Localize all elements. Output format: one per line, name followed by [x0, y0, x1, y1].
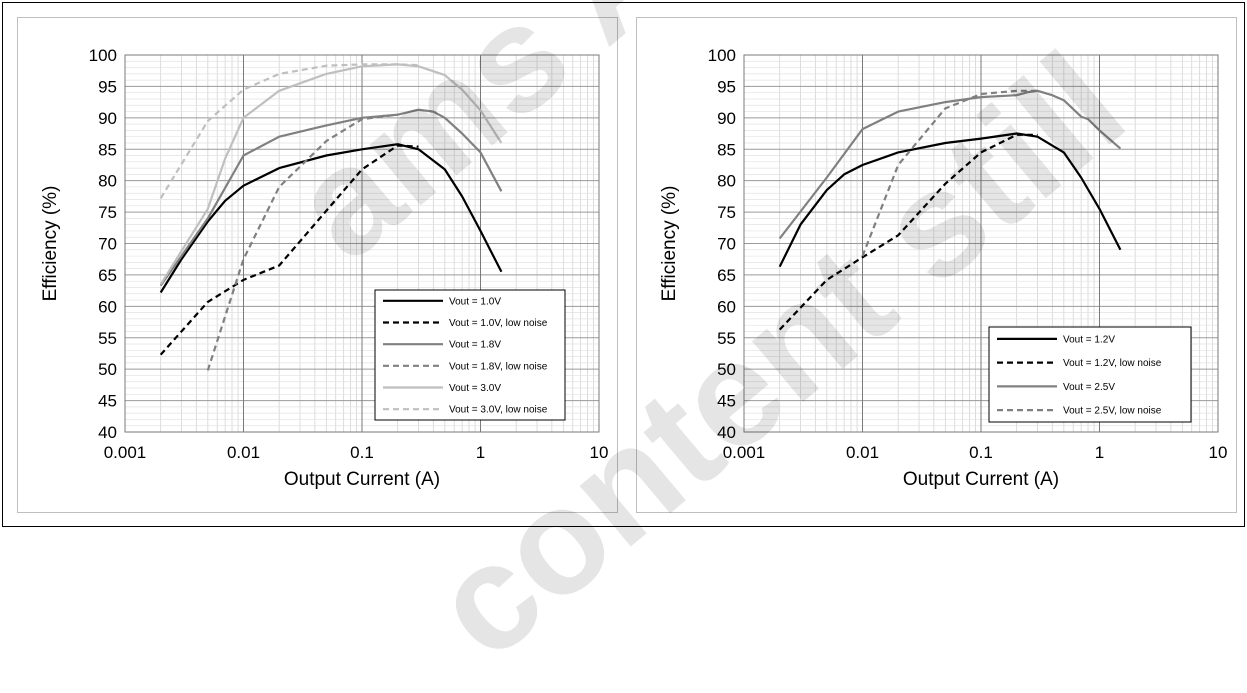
legend: Vout = 1.0V Vout = 1.0V, low noise Vout = …	[374, 289, 566, 421]
y-tick-label: 75	[717, 203, 736, 222]
y-tick-label: 50	[717, 360, 736, 379]
legend-label: Vout = 2.5V, low noise	[1063, 406, 1162, 417]
chart-left: 40 45 50 55 60 65 70 75 80 85 90 95 100 0.001 0.01 0.1 1…	[40, 46, 609, 490]
series-line	[861, 89, 1038, 257]
y-tick-label: 90	[717, 109, 736, 128]
series-group	[159, 63, 503, 371]
x-tick-label: 10	[590, 443, 609, 462]
y-tick-label: 60	[717, 297, 736, 316]
legend-label: Vout = 3.0V, low noise	[449, 405, 548, 416]
y-tick-label: 100	[708, 46, 736, 65]
y-tick-label: 65	[717, 266, 736, 285]
series-line	[159, 143, 503, 294]
x-axis-title: Output Current (A)	[284, 469, 440, 490]
legend-label: Vout = 1.0V	[449, 296, 501, 307]
chart-panel-left: 40 45 50 55 60 65 70 75 80 85 90 95 100 0.001 0.01 0.1 1…	[17, 17, 618, 513]
x-tick-label: 0.1	[969, 443, 993, 462]
y-tick-label: 40	[717, 423, 736, 442]
plot-area-border	[743, 54, 1219, 433]
series-line	[778, 133, 1038, 331]
y-axis-title: Efficiency (%)	[659, 186, 680, 302]
x-tick-label: 0.01	[227, 443, 260, 462]
y-axis-title: Efficiency (%)	[40, 186, 61, 302]
y-tick-label: 95	[717, 77, 736, 96]
x-tick-label: 1	[476, 443, 485, 462]
figure-frame: 40 45 50 55 60 65 70 75 80 85 90 95 100 0.001 0.01 0.1 1…	[2, 2, 1245, 527]
x-tick-label: 0.01	[846, 443, 879, 462]
y-tick-label: 65	[98, 266, 117, 285]
y-tick-label: 100	[89, 46, 117, 65]
y-tick-label: 80	[717, 172, 736, 191]
series-line	[159, 63, 503, 285]
chart-panel-right: 40 45 50 55 60 65 70 75 80 85 90 95 100 0.001 0.01 0.1 1…	[636, 17, 1237, 513]
legend-label: Vout = 1.2V, low noise	[1063, 358, 1162, 369]
legend-label: Vout = 3.0V	[449, 383, 501, 394]
y-tick-label: 55	[98, 329, 117, 348]
y-tick-label: 80	[98, 172, 117, 191]
legend-label: Vout = 2.5V	[1063, 382, 1115, 393]
y-tick-label: 45	[717, 392, 736, 411]
y-tick-label: 75	[98, 203, 117, 222]
series-line	[159, 144, 419, 356]
y-tick-label: 95	[98, 77, 117, 96]
y-tick-label: 55	[717, 329, 736, 348]
y-tick-label: 70	[717, 235, 736, 254]
y-tick-label: 90	[98, 109, 117, 128]
legend-label: Vout = 1.2V	[1063, 334, 1115, 345]
y-tick-label: 45	[98, 392, 117, 411]
series-line	[778, 89, 1122, 240]
legend-label: Vout = 1.8V, low noise	[449, 361, 548, 372]
legend-label: Vout = 1.0V, low noise	[449, 318, 548, 329]
series-line	[206, 113, 398, 371]
x-tick-label: 0.1	[350, 443, 374, 462]
x-axis-title: Output Current (A)	[903, 469, 1059, 490]
legend-box	[374, 289, 566, 421]
y-tick-label: 85	[717, 140, 736, 159]
y-tick-label: 40	[98, 423, 117, 442]
x-tick-label: 0.001	[104, 443, 147, 462]
legend: Vout = 1.2V Vout = 1.2V, low noise Vout = …	[988, 326, 1192, 423]
x-tick-label: 10	[1209, 443, 1228, 462]
plot-area-border	[124, 54, 600, 433]
series-line	[778, 132, 1122, 268]
y-tick-label: 60	[98, 297, 117, 316]
x-tick-label: 1	[1095, 443, 1104, 462]
x-tick-label: 0.001	[723, 443, 766, 462]
y-tick-label: 70	[98, 235, 117, 254]
legend-box	[988, 326, 1192, 423]
series-line	[159, 63, 419, 199]
y-tick-label: 85	[98, 140, 117, 159]
chart-right: 40 45 50 55 60 65 70 75 80 85 90 95 100 0.001 0.01 0.1 1…	[659, 46, 1228, 490]
legend-label: Vout = 1.8V	[449, 340, 501, 351]
y-tick-label: 50	[98, 360, 117, 379]
series-group	[778, 89, 1122, 331]
